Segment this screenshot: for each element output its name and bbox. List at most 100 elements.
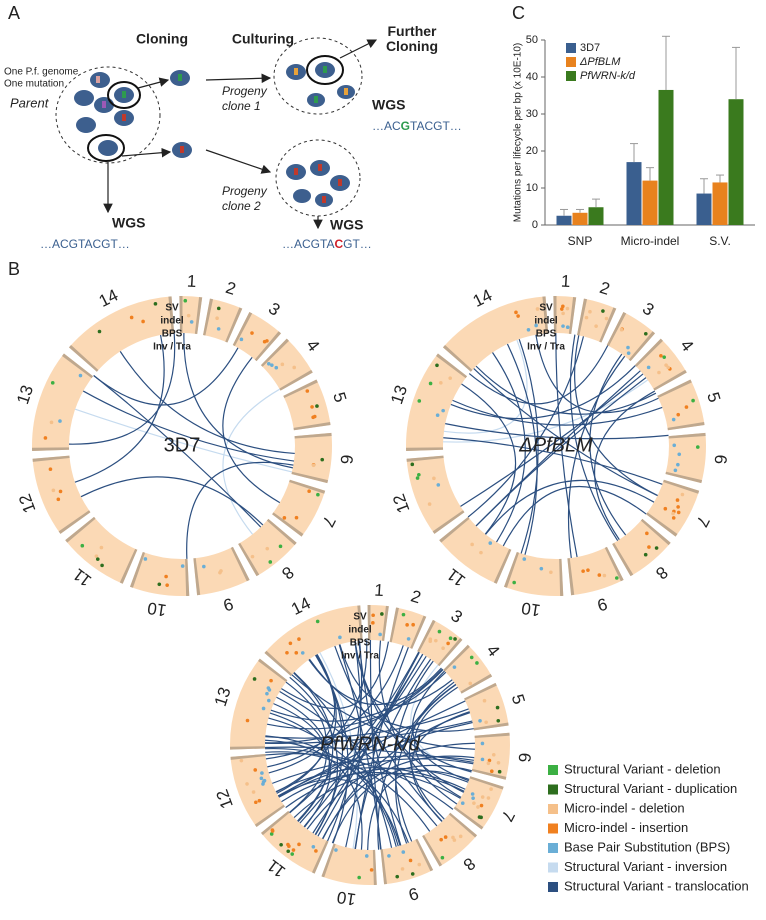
variant-dot <box>334 848 338 852</box>
variant-dot <box>58 489 63 494</box>
chromosome-cap <box>568 296 577 335</box>
track-label: indel <box>348 625 372 636</box>
variant-dot <box>316 492 320 497</box>
wgs: WGS <box>372 97 405 113</box>
chromosome-label: 2 <box>409 586 424 607</box>
variant-dot <box>486 761 491 766</box>
variant-dot <box>470 792 475 796</box>
chromosome-cap <box>606 311 627 347</box>
variant-dot <box>472 801 476 805</box>
chord <box>567 355 626 559</box>
panel-label: C <box>512 3 525 23</box>
variant-dot <box>267 698 271 703</box>
variant-dot <box>165 583 169 587</box>
variant-dot <box>601 309 605 313</box>
variant-dot <box>357 875 361 880</box>
variant-dot <box>443 835 448 839</box>
legend-label: 3D7 <box>580 42 600 54</box>
chromosome-label: 2 <box>598 278 613 299</box>
chromosome-cap <box>657 379 692 399</box>
variant-dot <box>294 515 299 520</box>
chromosome-label: 10 <box>520 598 542 620</box>
chord <box>378 640 458 805</box>
legend-label: ΔPfBLM <box>579 56 621 68</box>
variant-dot <box>646 365 651 370</box>
chord <box>518 338 539 554</box>
variant-dot <box>287 844 291 849</box>
chord <box>306 742 475 830</box>
variant-dot <box>395 874 400 879</box>
variant-dot <box>405 623 409 627</box>
annotation: One mutation <box>4 79 64 90</box>
variant-dot <box>436 483 441 487</box>
variant-dot <box>448 636 453 641</box>
variant-dot <box>561 324 565 328</box>
variant-dot <box>448 376 452 380</box>
variant-dot <box>479 803 484 808</box>
variant-dot <box>364 854 369 858</box>
chromosome-label: 6 <box>711 454 731 465</box>
variant-dot <box>663 506 668 511</box>
variant-dot <box>440 855 445 860</box>
variant-dot <box>189 320 194 324</box>
chromosome-label: 12 <box>212 787 236 811</box>
chromosome-cap <box>179 296 183 334</box>
legend-swatch <box>548 862 558 873</box>
chord <box>119 351 295 455</box>
chord <box>327 640 363 842</box>
variant-dot <box>647 545 651 549</box>
variant-dot <box>250 331 254 335</box>
chromosome-cap <box>436 353 468 379</box>
chromosome-cap <box>258 658 288 682</box>
chromosome-cap <box>437 637 463 667</box>
chord <box>186 461 294 559</box>
variant-dot <box>478 719 482 723</box>
chord <box>409 681 455 820</box>
variant-dot <box>261 706 266 711</box>
track-label: BPS <box>350 638 371 649</box>
chromosome-label: 8 <box>278 562 297 583</box>
variant-dot <box>671 511 675 516</box>
variant-dot <box>565 325 570 329</box>
chromosome-label: 14 <box>288 593 313 618</box>
variant-dot <box>406 637 411 641</box>
chromosome-cap <box>493 548 512 584</box>
variant-dot <box>662 355 666 359</box>
variant-dot <box>294 651 299 655</box>
variant-dot <box>676 510 681 515</box>
variant-dot <box>239 337 244 342</box>
variant-dot <box>441 646 445 651</box>
variant-dot <box>586 568 590 572</box>
chromosome-cap <box>260 338 289 367</box>
chromosome-label: 9 <box>595 594 609 615</box>
cells <box>74 62 355 207</box>
variant-dot <box>476 805 480 809</box>
track-label: BPS <box>536 329 557 340</box>
variant-dot <box>480 757 485 762</box>
chromosome-label: 10 <box>336 887 358 909</box>
bar <box>658 89 674 225</box>
progeny-pool <box>273 37 363 115</box>
x-tick-label: S.V. <box>709 234 731 248</box>
variant-dot <box>410 872 415 876</box>
variant-dot <box>657 370 661 375</box>
variant-dot <box>597 573 602 577</box>
variant-dot <box>435 413 440 417</box>
variant-dot <box>486 796 491 800</box>
variant-dot <box>153 302 158 306</box>
sequence: …ACGTACGT… <box>372 119 462 133</box>
chord <box>445 423 669 440</box>
chromosome-ring <box>129 551 190 596</box>
chromosome-cap <box>665 471 703 484</box>
wgs: WGS <box>112 215 145 231</box>
variant-dot <box>239 758 244 763</box>
variant-dot <box>549 570 553 575</box>
variant-dot <box>645 531 649 536</box>
chord <box>293 772 465 819</box>
chromosome-cap <box>389 607 399 643</box>
chord <box>303 655 427 828</box>
variant-dot <box>314 849 318 853</box>
legend-label: Structural Variant - translocation <box>564 878 749 893</box>
legend-label: Micro-indel - insertion <box>564 820 688 835</box>
